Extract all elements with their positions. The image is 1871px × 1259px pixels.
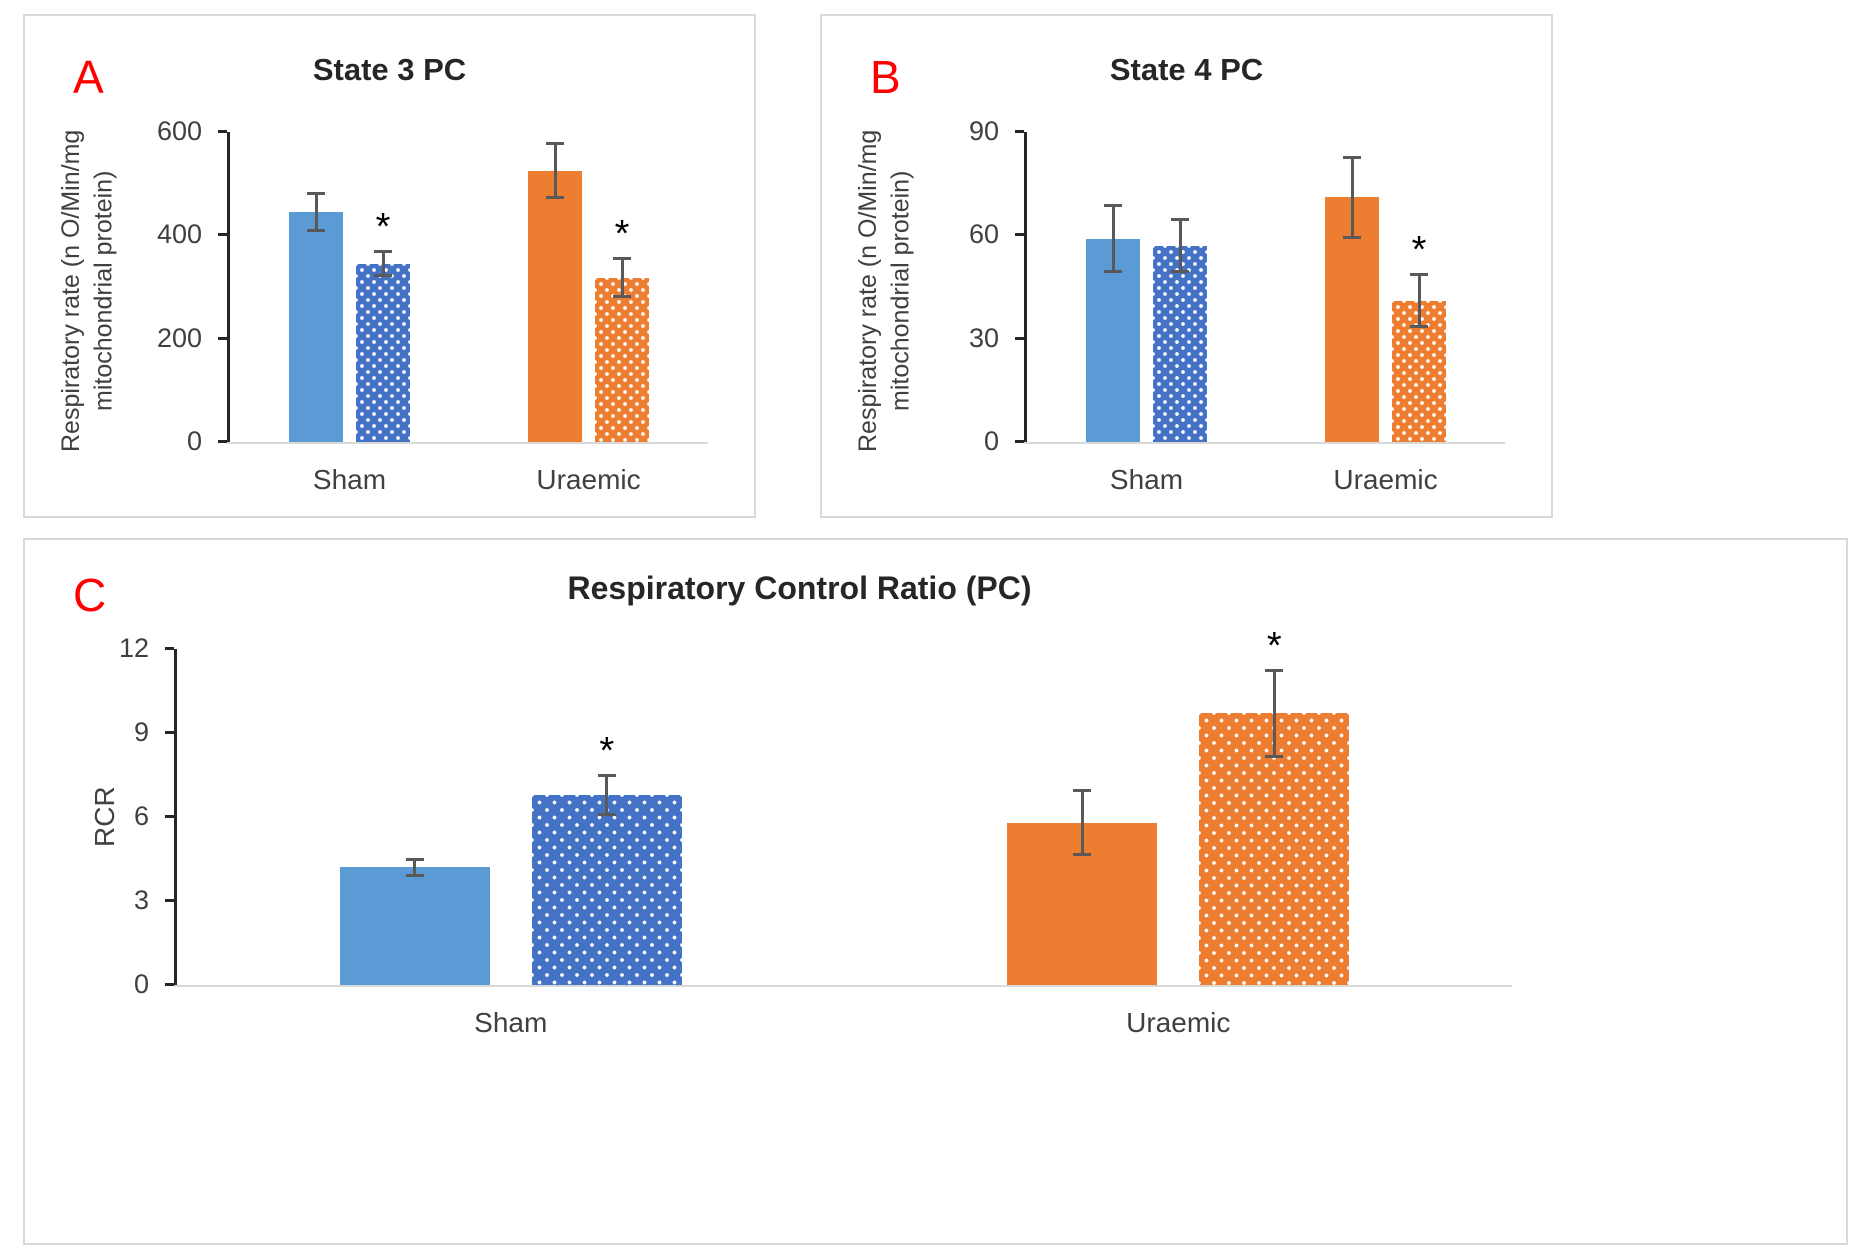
y-tick-label: 200 (156, 322, 202, 353)
x-category-label: Sham (1109, 464, 1184, 495)
panel-state3-pc: A State 3 PC Respiratory rate (n O/Min/m… (23, 14, 756, 518)
panel-label-c: C (73, 569, 107, 621)
panel-label-b: B (870, 51, 901, 103)
y-tick-mark (165, 983, 174, 986)
bar-cell-uraemic-dotted: * (1199, 627, 1350, 985)
y-tick-mark (1015, 440, 1024, 443)
plot-area-state4-pc: 0 30 60 90 Sham * Uraemic (969, 118, 1505, 495)
bar-cell-sham-dotted: * (531, 649, 682, 985)
error-bar (307, 192, 325, 232)
y-tick-label: 9 (133, 717, 149, 747)
error-bar (546, 142, 564, 200)
plot-area-rcr: 0 3 6 9 12 * Sham * Uraemic (119, 627, 1512, 1038)
y-tick-label: 3 (133, 885, 149, 915)
bar-sham-solid (289, 212, 343, 442)
bar-cell-sham-dotted: * (356, 132, 410, 442)
y-tick-mark (1015, 233, 1024, 237)
chart-title-state4-pc: State 4 PC (1109, 52, 1264, 87)
error-bar (374, 250, 392, 278)
bar-cell-sham-dotted (1153, 132, 1207, 442)
x-category-label: Sham (312, 464, 387, 495)
significance-asterisk: * (614, 213, 630, 256)
y-tick-label: 0 (133, 969, 149, 999)
y-tick-mark (218, 233, 227, 237)
y-tick-mark (165, 647, 174, 650)
y-tick-label: 6 (133, 801, 149, 831)
bars-row: * Sham * Uraemic (177, 627, 1512, 1038)
plot-area-state3-pc: 0 200 400 600 * Sham * Uraemic (157, 118, 708, 495)
y-tick-mark (165, 815, 174, 818)
bar-cell-sham-solid (1086, 132, 1140, 442)
bar-sham-dotted (1153, 245, 1207, 442)
error-bar (1171, 218, 1189, 274)
error-bar (613, 257, 631, 299)
y-tick-mark (165, 899, 174, 902)
y-tick-label: 30 (968, 322, 999, 353)
y-tick-label: 90 (968, 116, 999, 146)
bar-cell-sham-solid (289, 132, 343, 442)
error-bar (597, 773, 616, 816)
chart-title-state3-pc: State 3 PC (312, 52, 467, 87)
y-tick-mark (218, 336, 227, 340)
y-tick-label: 0 (186, 426, 202, 456)
x-category-label: Uraemic (1333, 464, 1438, 495)
chart-title-rcr: Respiratory Control Ratio (PC) (567, 570, 1032, 606)
bars-row: * Sham * Uraemic (230, 132, 708, 495)
significance-asterisk: * (1411, 229, 1427, 272)
error-bar (1265, 668, 1284, 759)
bar-sham-dotted (356, 263, 410, 442)
bar-cell-uraemic-solid (528, 132, 582, 442)
bar-group-uraemic: * Uraemic (1325, 132, 1446, 495)
y-tick-label: 60 (968, 219, 999, 250)
error-bar (1343, 156, 1361, 239)
error-bar (405, 857, 424, 878)
bar-group-uraemic: * Uraemic (528, 132, 649, 495)
y-tick-mark (218, 440, 227, 443)
y-tick-mark (218, 130, 227, 133)
bar-cell-uraemic-dotted: * (1392, 132, 1446, 442)
significance-asterisk: * (375, 206, 391, 249)
y-tick-mark (1015, 336, 1024, 340)
bar-uraemic-dotted (1199, 713, 1350, 985)
bars-row: Sham * Uraemic (1027, 132, 1505, 495)
panel-state4-pc: B State 4 PC Respiratory rate (n O/Min/m… (820, 14, 1553, 518)
error-bar (1410, 273, 1428, 329)
error-bar (1104, 204, 1122, 274)
significance-asterisk: * (1266, 624, 1282, 667)
bar-cell-uraemic-dotted: * (595, 132, 649, 442)
bar-group-sham: * Sham (289, 132, 410, 495)
bar-cell-uraemic-solid (1007, 649, 1158, 985)
y-tick-label: 12 (118, 633, 149, 663)
x-category-label: Uraemic (536, 464, 641, 495)
y-axis-label-state4-pc: Respiratory rate (n O/Min/mg mitochondri… (854, 129, 915, 453)
y-axis-label-state3-pc: Respiratory rate (n O/Min/mg mitochondri… (57, 129, 118, 453)
bar-sham-dotted (531, 794, 682, 985)
y-tick-label: 0 (983, 426, 999, 456)
error-bar (1073, 789, 1092, 857)
y-tick-label: 400 (156, 219, 202, 250)
bar-cell-sham-solid (339, 649, 490, 985)
bar-uraemic-solid (528, 170, 582, 442)
y-tick-label: 600 (156, 116, 202, 146)
panel-label-a: A (73, 51, 104, 103)
bar-sham-solid (339, 867, 490, 985)
x-category-label: Uraemic (1126, 1007, 1231, 1038)
bar-group-sham: * Sham (339, 649, 682, 1038)
bar-group-sham: Sham (1086, 132, 1207, 495)
bar-group-uraemic: * Uraemic (1007, 627, 1350, 1038)
significance-asterisk: * (599, 729, 615, 772)
bar-uraemic-dotted (595, 277, 649, 442)
y-tick-mark (165, 731, 174, 734)
bar-cell-uraemic-solid (1325, 132, 1379, 442)
x-category-label: Sham (474, 1007, 548, 1038)
y-tick-mark (1015, 130, 1024, 133)
